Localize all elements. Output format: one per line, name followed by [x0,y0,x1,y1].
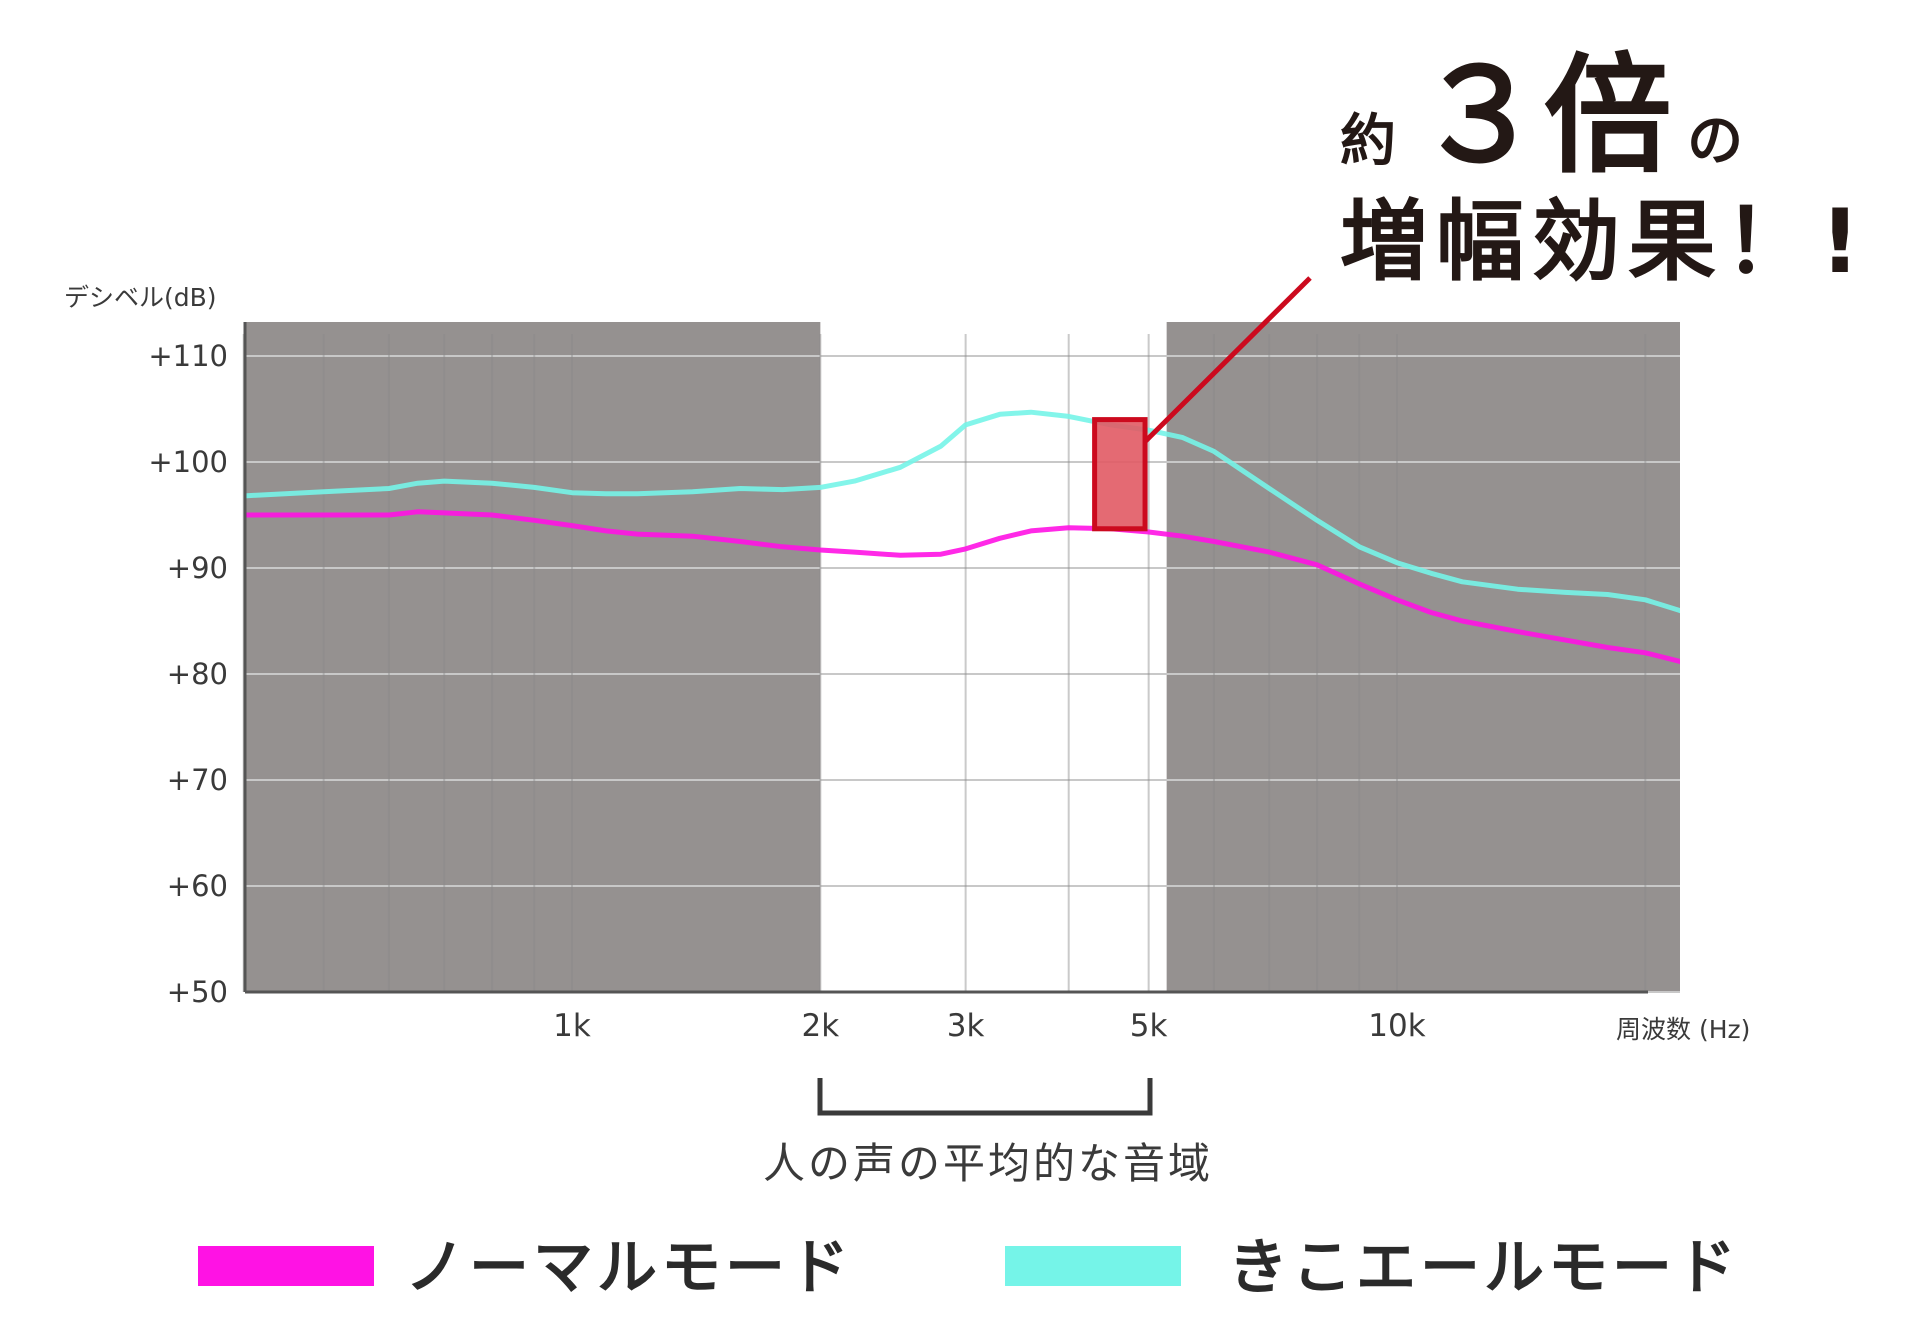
callout-number: ３倍 [1416,42,1672,191]
y-tick-label: +80 [167,657,228,691]
legend-label-normal: ノーマルモード [405,1233,853,1303]
callout-pointer-line [1143,276,1312,444]
x-tick-label: 3k [947,1008,985,1044]
series-line-normal [245,509,1680,665]
y-tick-label: +50 [167,975,228,1009]
grid [242,334,1680,993]
x-tick-label: 2k [802,1008,840,1044]
highlight-box [1092,417,1148,532]
voice-range-label: 人の声の平均的な音域 [763,1139,1213,1188]
x-tick-label: 1k [553,1008,591,1044]
y-tick-label: +100 [148,445,228,479]
y-tick-label: +60 [167,869,228,903]
callout-line-1: 約 ３倍 の [1340,42,1743,191]
y-tick-label: +70 [167,763,228,797]
series-lines [245,409,1680,665]
shaded-region-high [1166,322,1680,992]
callout-prefix: 約 [1340,109,1396,174]
shaded-regions [245,322,1680,992]
series-line-kikoeru [245,409,1680,614]
y-tick-label: +110 [148,339,228,373]
legend-label-kikoeru: きこエールモード [1228,1233,1740,1303]
callout-line-2: 増幅効果！! [1340,190,1868,293]
axes: +110 +100 +90 +80 +70 +60 +50 1k 2k 3k 5k 10k [148,322,1648,1044]
callout-suffix: の [1687,109,1743,174]
highlight-layer [1092,276,1312,532]
legend-swatch-kikoeru [1005,1246,1181,1286]
x-axis-label: 周波数 (Hz) [1616,1015,1750,1044]
legend-swatch-normal [198,1246,374,1286]
y-tick-label: +90 [167,551,228,585]
shaded-region-low [245,322,821,992]
y-axis-label: デシベル(dB) [64,283,217,312]
x-tick-label: 5k [1130,1008,1168,1044]
x-tick-label: 10k [1368,1008,1425,1044]
voice-range-bracket [817,1078,1153,1116]
